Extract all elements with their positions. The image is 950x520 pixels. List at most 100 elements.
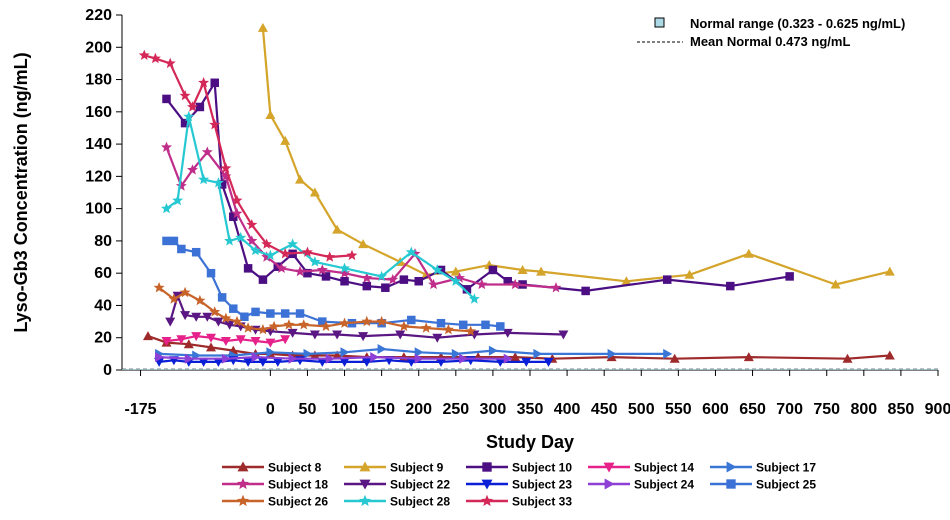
subject-28-point — [213, 177, 224, 188]
legend-label: Subject 14 — [634, 461, 694, 475]
subject-10-point — [488, 265, 498, 275]
legend-entry-subject-33: Subject 33 — [466, 495, 572, 509]
subject-22-point — [502, 328, 513, 338]
subject-23-series — [154, 356, 554, 367]
subject-18-point — [387, 273, 399, 285]
subject-22-point — [180, 311, 191, 321]
subject-26-point — [209, 306, 221, 317]
subject-28-point — [468, 293, 480, 304]
subject-24-line — [159, 356, 508, 360]
subject-10-point — [503, 277, 512, 286]
legend-label: Subject 10 — [512, 461, 572, 475]
subject-23-point — [339, 357, 350, 367]
subject-24-point — [414, 353, 424, 364]
subject-10-series — [162, 78, 794, 296]
subject-8-point — [884, 350, 895, 360]
normal-range-swatch — [654, 17, 665, 28]
subject-33-point — [324, 251, 336, 262]
subject-22-point — [191, 312, 202, 322]
subject-24-point — [251, 352, 261, 363]
subject-17-series — [155, 344, 673, 361]
subject-33-point — [209, 119, 221, 130]
subject-10-point — [381, 283, 390, 292]
x-tick-label: 150 — [368, 401, 395, 418]
x-tick-label: 300 — [480, 401, 507, 418]
x-tick-label: 700 — [776, 401, 803, 418]
legend-entry-subject-14: Subject 14 — [588, 461, 694, 475]
subject-26-point — [442, 323, 454, 335]
subject-17-point — [488, 345, 498, 356]
subject-28-point — [339, 262, 350, 273]
subject-18-point — [231, 207, 243, 219]
subject-18-point — [509, 278, 521, 290]
subject-26-point — [298, 319, 310, 330]
subject-24-point — [184, 353, 194, 364]
x-tick-label: 550 — [665, 401, 692, 418]
subject-24-point — [221, 353, 231, 364]
subject-28-point — [376, 270, 388, 282]
subject-22-point — [224, 320, 235, 330]
mean-normal-label: Mean Normal 0.473 ng/mL — [690, 34, 850, 49]
x-tick-label: -175 — [125, 401, 157, 418]
subject-33-point — [187, 101, 198, 112]
subject-9-point — [450, 266, 461, 276]
legend-entry-subject-10: Subject 10 — [466, 461, 572, 475]
subject-33-point — [138, 49, 150, 60]
x-tick-label: 600 — [702, 401, 729, 418]
subject-18-point — [201, 146, 213, 157]
subject-14-point — [220, 337, 231, 346]
legend-swatch-marker — [481, 494, 493, 507]
subject-10-point — [399, 275, 409, 284]
subject-17-point — [303, 348, 313, 359]
subject-28-point — [161, 202, 172, 214]
x-tick-label: 250 — [442, 401, 469, 418]
legend-label: Subject 33 — [512, 495, 572, 509]
subject-9-point — [280, 135, 291, 145]
subject-18-point — [294, 265, 306, 277]
subject-26-point — [179, 286, 191, 298]
subject-22-point — [395, 330, 406, 340]
legend-label: Subject 28 — [390, 495, 450, 509]
legend-swatch-marker — [359, 479, 371, 490]
subject-24-point — [325, 353, 335, 364]
subject-17-point — [414, 347, 424, 358]
subject-22-point — [332, 330, 343, 340]
legend-label: Subject 17 — [756, 461, 816, 475]
legend-label: Subject 25 — [756, 478, 816, 492]
subject-24-point — [288, 353, 298, 364]
subject-24-point — [503, 353, 513, 364]
subject-14-point — [280, 335, 291, 345]
subject-18-point — [361, 272, 373, 283]
subject-26-point — [220, 312, 232, 323]
subject-25-point — [217, 293, 227, 302]
subject-25-point — [177, 244, 186, 254]
subject-26-point — [242, 322, 254, 333]
legend-entry-subject-18: Subject 18 — [222, 478, 328, 492]
subject-22-point — [287, 328, 298, 338]
legend-entry-subject-23: Subject 23 — [466, 478, 572, 492]
subject-18-point — [550, 282, 562, 293]
subject-26-point — [339, 317, 350, 328]
subject-25-point — [436, 318, 446, 328]
legend-swatch-marker — [481, 479, 493, 490]
normal-range-label: Normal range (0.323 - 0.625 ng/mL) — [690, 16, 905, 31]
subject-10-line — [165, 81, 790, 292]
subject-18-point — [187, 164, 198, 175]
x-tick-label: 450 — [591, 401, 618, 418]
subject-23-point — [243, 357, 254, 367]
legend-label: Subject 18 — [268, 478, 328, 492]
subject-28-point — [250, 244, 261, 256]
subject-25-point — [206, 268, 216, 278]
subject-10-point — [229, 212, 238, 221]
x-tick-label: 350 — [517, 401, 544, 418]
subject-26-point — [320, 320, 332, 332]
legend-label: Subject 9 — [390, 461, 444, 475]
normal-range-legend: Normal range (0.323 - 0.625 ng/mL) Mean … — [637, 16, 905, 49]
subject-14-point — [235, 335, 246, 345]
subject-9-point — [257, 22, 268, 32]
y-tick-label: 220 — [85, 7, 112, 24]
x-tick-label: 850 — [888, 401, 915, 418]
subject-26-point — [398, 320, 410, 332]
subject-8-point — [183, 339, 194, 349]
